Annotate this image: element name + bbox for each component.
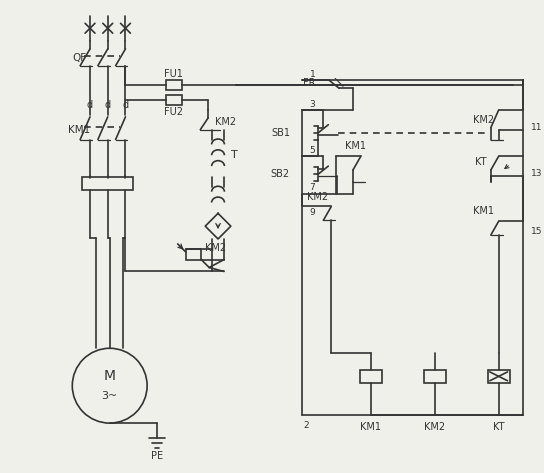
Text: 11: 11 [531, 123, 543, 132]
Bar [186, 249, 201, 260]
Text: FR: FR [304, 79, 316, 88]
Bar [360, 370, 381, 383]
Text: d: d [104, 100, 111, 110]
Text: KM1: KM1 [345, 141, 367, 151]
Text: M: M [104, 369, 116, 383]
Text: 3: 3 [310, 99, 316, 108]
Text: SB1: SB1 [271, 128, 290, 138]
Text: QF: QF [72, 53, 86, 63]
Text: d: d [122, 100, 128, 110]
Text: KM1: KM1 [360, 422, 381, 432]
Bar [82, 177, 133, 190]
Text: FU1: FU1 [164, 69, 183, 79]
Text: KM2: KM2 [424, 422, 445, 432]
Text: d: d [87, 100, 93, 110]
Text: KM2: KM2 [215, 117, 237, 127]
Text: 15: 15 [531, 227, 543, 236]
Text: KM2: KM2 [473, 115, 494, 125]
Text: 9: 9 [310, 208, 316, 217]
Text: FU2: FU2 [164, 107, 183, 117]
Text: KM1: KM1 [473, 206, 494, 216]
Text: KM2: KM2 [205, 243, 226, 253]
Bar [166, 80, 182, 90]
Text: T: T [231, 150, 238, 160]
Bar [488, 370, 510, 383]
Text: 1: 1 [310, 70, 316, 79]
Text: PE: PE [151, 451, 163, 461]
Text: SB2: SB2 [271, 169, 290, 179]
Text: 3~: 3~ [102, 391, 118, 401]
Text: 2: 2 [304, 420, 310, 429]
Text: 5: 5 [310, 146, 316, 155]
Text: 7: 7 [310, 183, 316, 192]
Text: KM2: KM2 [307, 192, 328, 201]
Text: 13: 13 [531, 169, 543, 178]
Text: KT: KT [493, 422, 504, 432]
Text: KT: KT [475, 157, 487, 167]
Bar [166, 95, 182, 105]
Text: KM1: KM1 [69, 125, 91, 135]
Bar [424, 370, 446, 383]
